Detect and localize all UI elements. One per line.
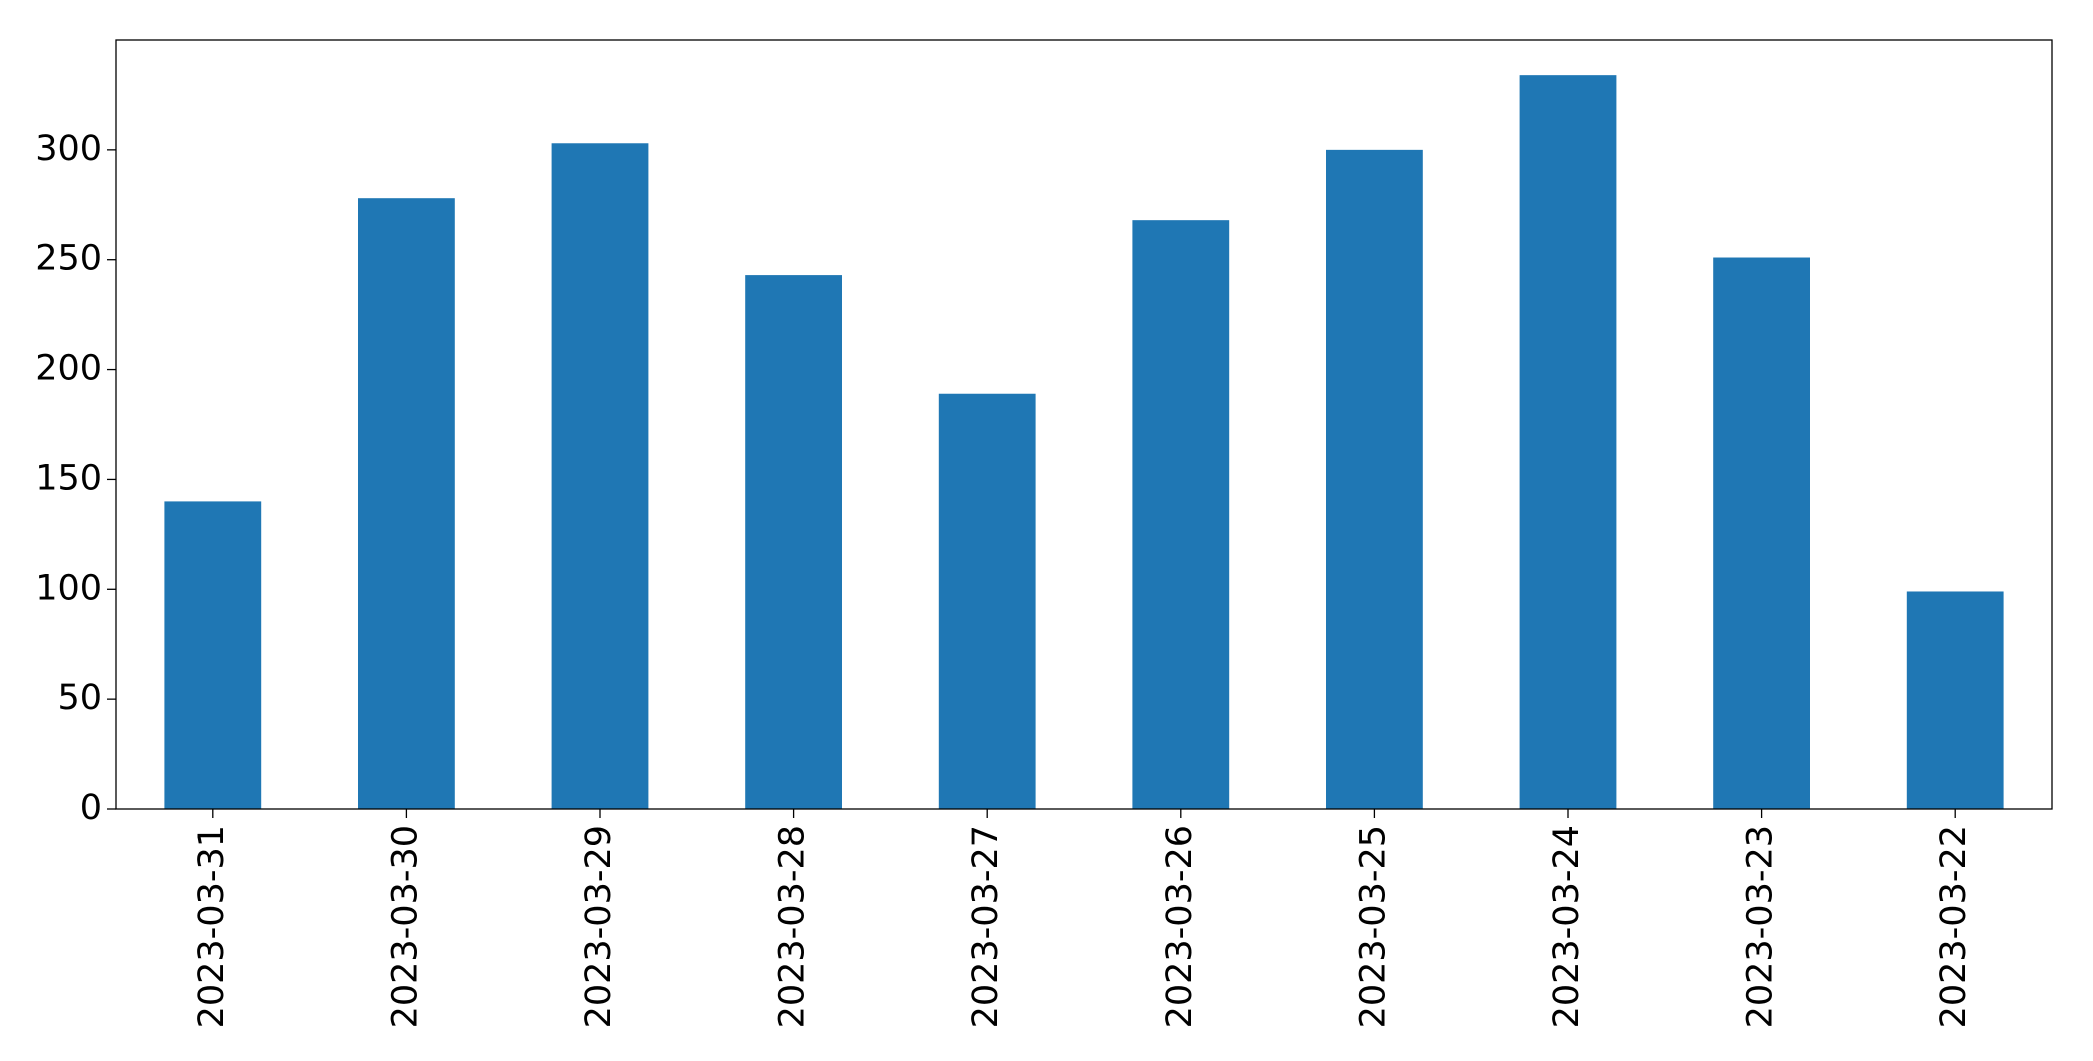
x-tick-label: 2023-03-28: [773, 825, 813, 1028]
bar: [164, 501, 262, 809]
bar: [1326, 149, 1423, 809]
bar: [1906, 591, 2004, 809]
bar: [938, 393, 1036, 809]
x-tick-label: 2023-03-26: [1160, 825, 1200, 1028]
bar: [1132, 220, 1230, 809]
x-tick-label: 2023-03-29: [579, 825, 619, 1028]
x-tick-label: 2023-03-24: [1547, 825, 1587, 1028]
bar: [551, 143, 649, 809]
y-tick-label: 0: [80, 788, 102, 828]
x-tick-label: 2023-03-22: [1934, 825, 1974, 1028]
bar: [745, 275, 842, 809]
x-tick-label: 2023-03-30: [385, 825, 425, 1028]
y-tick-label: 50: [57, 678, 102, 718]
y-tick-label: 100: [35, 568, 102, 608]
x-tick-label: 2023-03-27: [966, 825, 1006, 1028]
y-tick-label: 250: [35, 239, 102, 279]
y-tick-label: 300: [35, 129, 102, 169]
x-tick-label: 2023-03-25: [1353, 825, 1393, 1028]
plot-frame: [115, 39, 2053, 810]
y-tick-label: 150: [35, 458, 102, 498]
x-tick-label: 2023-03-31: [192, 825, 232, 1028]
y-tick-label: 200: [35, 349, 102, 389]
x-tick-label: 2023-03-23: [1741, 825, 1781, 1028]
bar: [358, 198, 455, 810]
bar: [1519, 75, 1617, 809]
bar: [1713, 257, 1810, 809]
